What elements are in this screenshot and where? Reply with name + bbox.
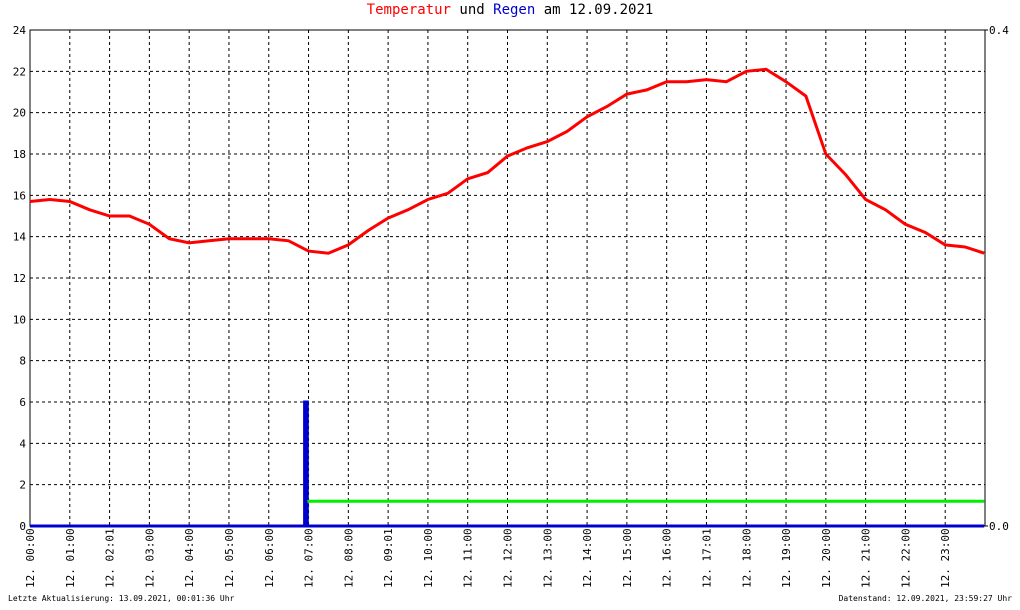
y-tick-label: 6 — [19, 396, 26, 409]
y-tick-label: 14 — [13, 231, 27, 244]
x-tick-label: 12. 11:00 — [462, 528, 475, 588]
y-tick-label: 12 — [13, 272, 26, 285]
x-tick-label: 12. 15:00 — [621, 528, 634, 588]
x-tick-label: 12. 03:00 — [143, 528, 156, 588]
y-tick-label: 10 — [13, 313, 26, 326]
x-tick-label: 12. 05:00 — [223, 528, 236, 588]
y-tick-label: 4 — [19, 437, 26, 450]
y-tick-label: 8 — [19, 355, 26, 368]
x-tick-label: 12. 14:00 — [581, 528, 594, 588]
x-tick-label: 12. 23:00 — [939, 528, 952, 588]
y-tick-label: 0 — [19, 520, 26, 533]
x-tick-label: 12. 06:00 — [263, 528, 276, 588]
y-tick-label: 2 — [19, 479, 26, 492]
x-tick-label: 12. 01:00 — [64, 528, 77, 588]
y-tick-label: 18 — [13, 148, 26, 161]
title-word: am 12.09.2021 — [544, 2, 654, 18]
footer-right: Datenstand: 12.09.2021, 23:59:27 Uhr — [839, 594, 1013, 603]
x-tick-label: 12. 07:00 — [303, 528, 316, 588]
series-line — [29, 67, 985, 255]
x-tick-label: 12. 00:00 — [24, 528, 37, 588]
x-tick-label: 12. 16:00 — [661, 528, 674, 588]
x-tick-label: 12. 18:00 — [740, 528, 753, 588]
y-tick-label: 22 — [13, 65, 26, 78]
footer-left: Letzte Aktualisierung: 13.09.2021, 00:01… — [8, 594, 235, 603]
x-tick-label: 12. 04:00 — [183, 528, 196, 588]
x-tick-label: 12. 22:00 — [899, 528, 912, 588]
x-tick-label: 12. 13:00 — [541, 528, 554, 588]
x-tick-label: 12. 20:00 — [820, 528, 833, 588]
x-tick-label: 12. 21:00 — [860, 528, 873, 588]
x-tick-label: 12. 19:00 — [780, 528, 793, 588]
chart-title: Temperatur und Regen am 12.09.2021 — [367, 2, 654, 18]
title-word: und — [459, 2, 484, 18]
y-tick-label: 16 — [13, 189, 26, 202]
x-tick-label: 12. 10:00 — [422, 528, 435, 588]
title-series-2: Regen — [493, 2, 535, 18]
x-tick-label: 12. 09:01 — [382, 528, 395, 588]
y2-tick-label: 0.0 — [989, 520, 1009, 533]
y-tick-label: 20 — [13, 107, 26, 120]
x-tick-label: 12. 08:00 — [342, 528, 355, 588]
y2-tick-label: 0.4 — [989, 24, 1009, 37]
title-series-1: Temperatur — [367, 2, 451, 18]
x-tick-label: 12. 02:01 — [104, 528, 117, 588]
y-tick-label: 24 — [13, 24, 27, 37]
series-line — [30, 400, 985, 528]
x-tick-label: 12. 12:00 — [502, 528, 515, 588]
x-tick-label: 12. 17:01 — [700, 528, 713, 588]
